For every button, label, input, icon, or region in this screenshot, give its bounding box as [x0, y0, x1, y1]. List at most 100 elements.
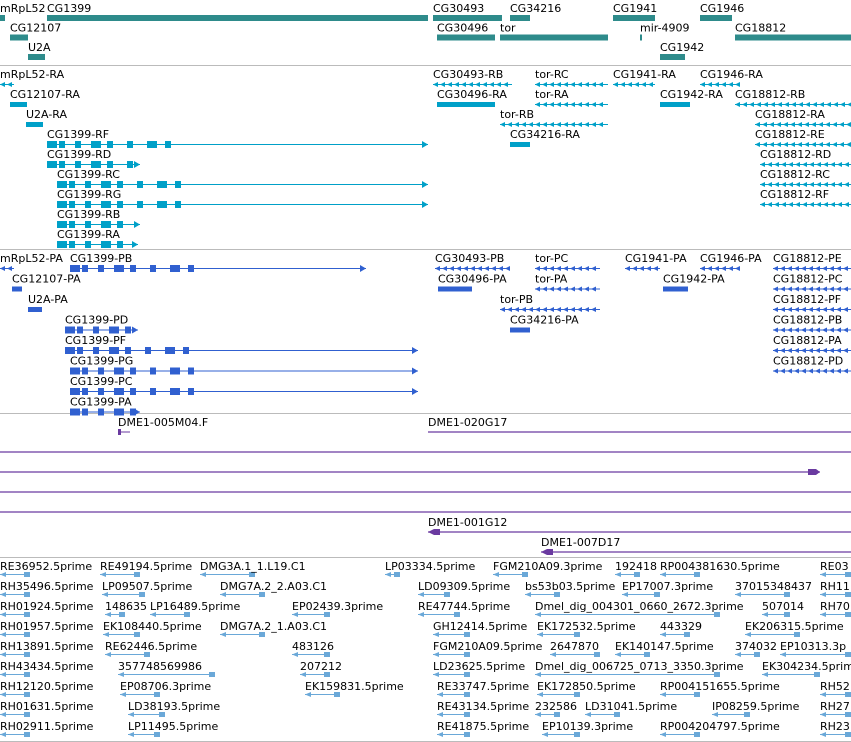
- feature-u2a[interactable]: U2A: [28, 41, 51, 60]
- feature-lp03334-5prime[interactable]: LP03334.5prime: [385, 560, 476, 577]
- feature-rh11[interactable]: RH11: [820, 580, 851, 597]
- feature-rh01924-5prime[interactable]: RH01924.5prime: [0, 600, 94, 617]
- feature-re03[interactable]: RE03: [820, 560, 851, 577]
- feature-cg34216-ra[interactable]: CG34216-RA: [510, 128, 580, 147]
- feature-ld09309-5prime[interactable]: LD09309.5prime: [418, 580, 510, 597]
- feature-tor-rc[interactable]: tor-RC: [535, 68, 608, 87]
- feature-cg1941[interactable]: CG1941: [613, 2, 657, 21]
- feature-ip08259-5prime[interactable]: IP08259.5prime: [712, 700, 800, 717]
- feature-rh01957-5prime[interactable]: RH01957.5prime: [0, 620, 94, 637]
- feature-cg1941-pa[interactable]: CG1941-PA: [625, 252, 687, 271]
- feature-bs53b03-5prime[interactable]: bs53b03.5prime: [525, 580, 615, 597]
- feature-rh02911-5prime[interactable]: RH02911.5prime: [0, 720, 94, 737]
- feature-cg1399-pf[interactable]: CG1399-PF: [65, 334, 418, 354]
- feature-cg18812[interactable]: CG18812: [735, 22, 851, 41]
- feature-507014[interactable]: 507014: [762, 600, 804, 617]
- feature-cg12107[interactable]: CG12107: [10, 22, 61, 41]
- feature-cg1946-ra[interactable]: CG1946-RA: [700, 68, 763, 87]
- feature-re47744-5prime[interactable]: RE47744.5prime: [418, 600, 510, 617]
- feature-tor-pc[interactable]: tor-PC: [535, 252, 600, 271]
- feature-mrpl52-pa[interactable]: mRpL52-PA: [0, 252, 63, 271]
- feature-cg1942[interactable]: CG1942: [660, 41, 704, 60]
- feature-u2a-ra[interactable]: U2A-RA: [26, 108, 67, 127]
- feature-cg18812-re[interactable]: CG18812-RE: [755, 128, 851, 147]
- feature-lp16489-5prime[interactable]: LP16489.5prime: [150, 600, 241, 617]
- feature-rh52[interactable]: RH52: [820, 680, 851, 697]
- feature-ek304234-5prime[interactable]: EK304234.5prime: [762, 660, 851, 677]
- feature-2647870[interactable]: 2647870: [550, 640, 600, 657]
- feature-dme1-020g17[interactable]: DME1-020G17: [428, 416, 851, 433]
- feature-re36952-5prime[interactable]: RE36952.5prime: [0, 560, 92, 577]
- feature-cg30496-ra[interactable]: CG30496-RA: [437, 88, 507, 107]
- feature-cg1941-ra[interactable]: CG1941-RA: [613, 68, 676, 87]
- feature-dme1-001g12[interactable]: DME1-001G12: [428, 516, 851, 535]
- feature-207212[interactable]: 207212: [300, 660, 342, 677]
- feature-re62446-5prime[interactable]: RE62446.5prime: [105, 640, 197, 657]
- feature-rh43434-5prime[interactable]: RH43434.5prime: [0, 660, 94, 677]
- feature-clone-3[interactable]: [0, 469, 820, 475]
- feature-cg1399-rd[interactable]: CG1399-RD: [47, 148, 140, 168]
- feature-cg1942-ra[interactable]: CG1942-RA: [660, 88, 723, 107]
- feature-rh23[interactable]: RH23: [820, 720, 851, 737]
- feature-cg18812-pf[interactable]: CG18812-PF: [773, 293, 851, 312]
- feature-ld23625-5prime[interactable]: LD23625.5prime: [433, 660, 525, 677]
- feature-ep17007-3prime[interactable]: EP17007.3prime: [622, 580, 713, 597]
- feature-ek108440-5prime[interactable]: EK108440.5prime: [103, 620, 202, 637]
- feature-ep10313-3p[interactable]: EP10313.3p: [780, 640, 851, 657]
- feature-cg1399-pd[interactable]: CG1399-PD: [65, 314, 138, 334]
- feature-tor-ra[interactable]: tor-RA: [535, 88, 608, 107]
- feature-re43134-5prime[interactable]: RE43134.5prime: [437, 700, 529, 717]
- feature-dmg3a-1-1-l19-c1[interactable]: DMG3A.1_1.L19.C1: [200, 560, 306, 577]
- feature-cg1399-ra[interactable]: CG1399-RA: [57, 228, 138, 248]
- feature-mrpl52-ra[interactable]: mRpL52-RA: [0, 68, 65, 87]
- feature-37015348437[interactable]: 37015348437: [735, 580, 812, 597]
- feature-rh12120-5prime[interactable]: RH12120.5prime: [0, 680, 94, 697]
- feature-cg1399-rf[interactable]: CG1399-RF: [47, 128, 428, 148]
- feature-cg18812-rf[interactable]: CG18812-RF: [760, 188, 851, 207]
- feature-dmg7a-2-2-a03-c1[interactable]: DMG7A.2_2.A03.C1: [220, 580, 327, 597]
- feature-dme1-007d17[interactable]: DME1-007D17: [541, 536, 851, 555]
- feature-rh27[interactable]: RH27: [820, 700, 851, 717]
- feature-cg34216-pa[interactable]: CG34216-PA: [510, 314, 579, 333]
- feature-re33747-5prime[interactable]: RE33747.5prime: [437, 680, 529, 697]
- feature-cg1399-rb[interactable]: CG1399-RB: [57, 208, 140, 228]
- feature-ek159831-5prime[interactable]: EK159831.5prime: [305, 680, 404, 697]
- feature-cg1399-rc[interactable]: CG1399-RC: [57, 168, 428, 188]
- feature-cg18812-pc[interactable]: CG18812-PC: [773, 273, 851, 292]
- feature-rh35496-5prime[interactable]: RH35496.5prime: [0, 580, 94, 597]
- feature-ek140147-5prime[interactable]: EK140147.5prime: [615, 640, 714, 657]
- feature-re41875-5prime[interactable]: RE41875.5prime: [437, 720, 529, 737]
- feature-rp004151655-5prime[interactable]: RP004151655.5prime: [660, 680, 780, 697]
- feature-443329[interactable]: 443329: [660, 620, 702, 637]
- feature-cg12107-pa[interactable]: CG12107-PA: [12, 273, 81, 292]
- feature-cg1399-rg[interactable]: CG1399-RG: [57, 188, 428, 208]
- feature-fgm210a09-3prime[interactable]: FGM210A09.3prime: [493, 560, 603, 577]
- feature-cg18812-pe[interactable]: CG18812-PE: [773, 252, 851, 271]
- feature-ep02439-3prime[interactable]: EP02439.3prime: [292, 600, 383, 617]
- feature-fgm210a09-5prime[interactable]: FGM210A09.5prime: [433, 640, 543, 657]
- feature-gh12414-5prime[interactable]: GH12414.5prime: [433, 620, 528, 637]
- feature-ld38193-5prime[interactable]: LD38193.5prime: [128, 700, 220, 717]
- feature-tor-pa[interactable]: tor-PA: [535, 273, 600, 292]
- feature-ek172532-5prime[interactable]: EK172532.5prime: [537, 620, 636, 637]
- feature-ek206315-5prime[interactable]: EK206315.5prime: [745, 620, 844, 637]
- feature-dmg7a-2-1-a03-c1[interactable]: DMG7A.2_1.A03.C1: [220, 620, 327, 637]
- feature-cg18812-pd[interactable]: CG18812-PD: [773, 355, 851, 374]
- feature-148635[interactable]: 148635: [105, 600, 147, 617]
- feature-cg18812-rc[interactable]: CG18812-RC: [760, 168, 851, 187]
- feature-cg1399-pb[interactable]: CG1399-PB: [70, 252, 366, 272]
- feature-mir-4909[interactable]: mir-4909: [640, 22, 690, 41]
- feature-374032[interactable]: 374032: [735, 640, 777, 657]
- feature-cg1946[interactable]: CG1946: [700, 2, 744, 21]
- feature-cg18812-rd[interactable]: CG18812-RD: [760, 148, 851, 167]
- feature-cg30493-pb[interactable]: CG30493-PB: [435, 252, 510, 271]
- feature-tor-rb[interactable]: tor-RB: [500, 108, 608, 127]
- feature-u2a-pa[interactable]: U2A-PA: [28, 293, 68, 312]
- feature-ep10139-3prime[interactable]: EP10139.3prime: [542, 720, 633, 737]
- feature-cg1942-pa[interactable]: CG1942-PA: [663, 273, 725, 292]
- feature-rp004204797-5prime[interactable]: RP004204797.5prime: [660, 720, 780, 737]
- feature-cg12107-ra[interactable]: CG12107-RA: [10, 88, 80, 107]
- feature-cg30496[interactable]: CG30496: [437, 22, 495, 41]
